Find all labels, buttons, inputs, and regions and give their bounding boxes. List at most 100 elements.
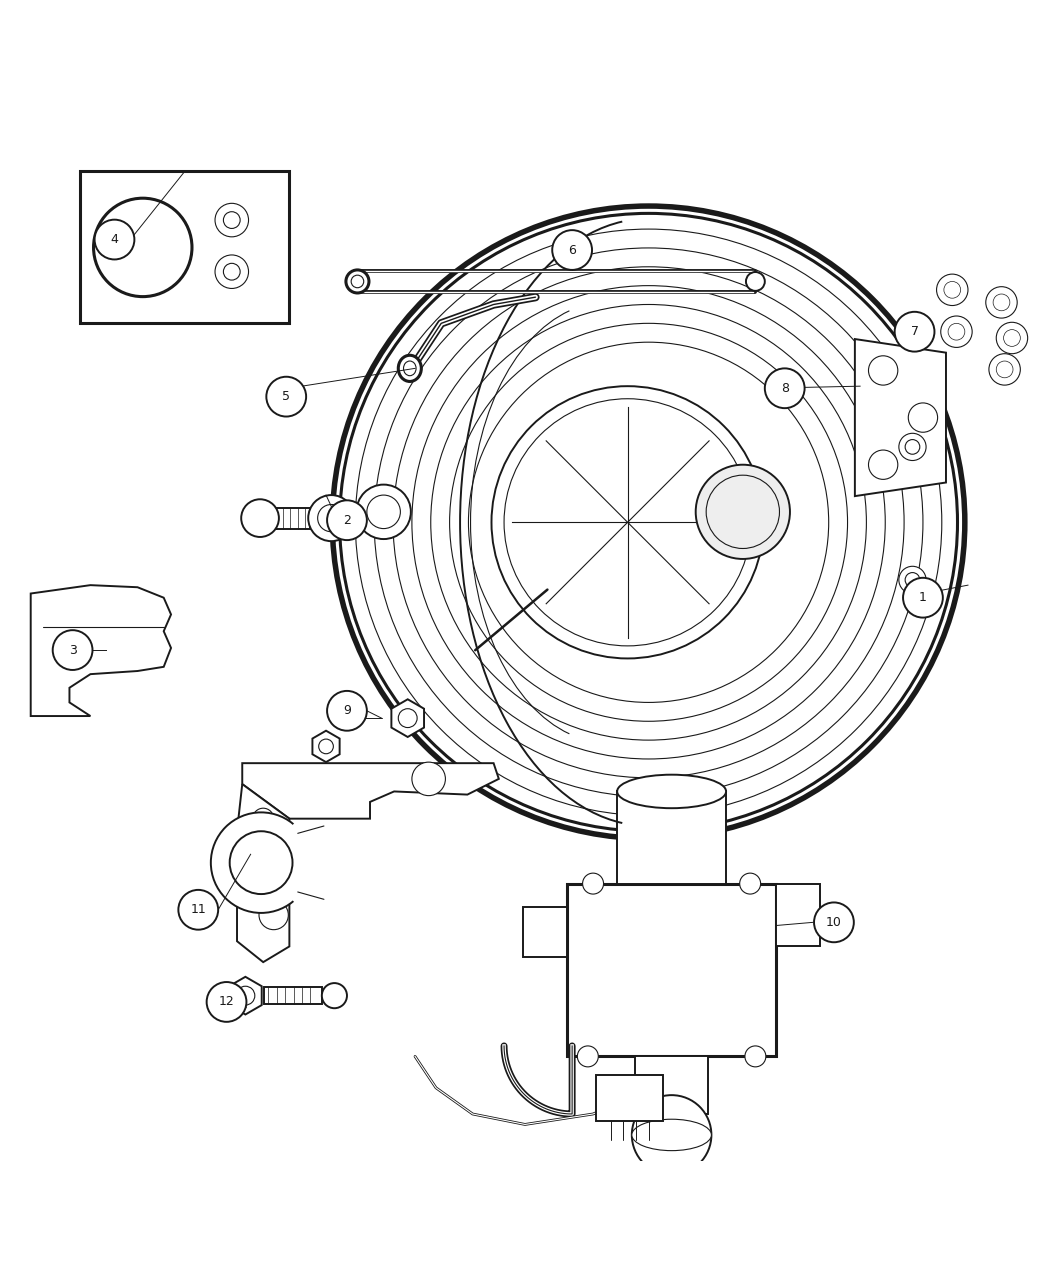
Circle shape <box>94 219 134 259</box>
Circle shape <box>739 873 760 894</box>
Text: 3: 3 <box>68 644 77 657</box>
Circle shape <box>309 495 354 541</box>
Bar <box>267 507 311 529</box>
Circle shape <box>944 282 961 298</box>
Circle shape <box>948 324 965 340</box>
Circle shape <box>814 903 854 942</box>
Circle shape <box>412 762 445 796</box>
Circle shape <box>224 264 240 280</box>
Circle shape <box>504 399 751 646</box>
Circle shape <box>895 312 934 352</box>
Text: 5: 5 <box>282 390 290 403</box>
Circle shape <box>905 572 920 588</box>
Bar <box>80 171 290 324</box>
Polygon shape <box>313 731 339 762</box>
Bar <box>523 907 567 958</box>
Text: 8: 8 <box>781 381 789 395</box>
Circle shape <box>583 873 604 894</box>
Circle shape <box>632 1095 712 1174</box>
Circle shape <box>328 500 366 541</box>
Ellipse shape <box>345 270 369 293</box>
Circle shape <box>993 295 1010 311</box>
Circle shape <box>430 305 866 740</box>
Bar <box>567 884 776 1057</box>
Circle shape <box>211 812 312 913</box>
Circle shape <box>366 495 400 529</box>
Text: 12: 12 <box>218 996 234 1009</box>
Circle shape <box>332 207 965 839</box>
Circle shape <box>318 505 344 532</box>
Text: 6: 6 <box>568 244 576 256</box>
Circle shape <box>449 324 847 722</box>
Polygon shape <box>30 585 171 717</box>
Circle shape <box>899 566 926 594</box>
Circle shape <box>319 740 333 754</box>
Ellipse shape <box>617 775 726 808</box>
Circle shape <box>903 578 943 617</box>
Bar <box>596 1075 664 1121</box>
Circle shape <box>393 266 904 778</box>
Text: 9: 9 <box>343 704 351 718</box>
Circle shape <box>989 353 1021 385</box>
Polygon shape <box>855 339 946 496</box>
Circle shape <box>339 213 958 831</box>
Ellipse shape <box>403 361 416 376</box>
Ellipse shape <box>696 464 790 558</box>
Bar <box>635 1057 709 1114</box>
Circle shape <box>230 831 293 894</box>
Polygon shape <box>243 764 499 819</box>
Text: 10: 10 <box>826 915 842 929</box>
Circle shape <box>905 440 920 454</box>
Circle shape <box>412 286 885 759</box>
Circle shape <box>355 230 942 816</box>
Circle shape <box>253 808 274 829</box>
Circle shape <box>215 203 249 237</box>
Circle shape <box>552 230 592 270</box>
Circle shape <box>356 484 411 539</box>
Ellipse shape <box>746 272 764 291</box>
Circle shape <box>868 356 898 385</box>
Circle shape <box>996 361 1013 377</box>
Circle shape <box>259 900 289 929</box>
Polygon shape <box>229 977 261 1015</box>
Circle shape <box>242 500 279 537</box>
Circle shape <box>468 342 828 703</box>
Ellipse shape <box>351 275 363 288</box>
Ellipse shape <box>707 476 779 548</box>
Circle shape <box>224 212 240 228</box>
Circle shape <box>986 287 1017 317</box>
Polygon shape <box>392 699 424 737</box>
Circle shape <box>207 982 247 1021</box>
Circle shape <box>374 247 923 797</box>
Circle shape <box>908 403 938 432</box>
Circle shape <box>267 376 307 417</box>
Circle shape <box>578 1046 598 1067</box>
Ellipse shape <box>398 356 421 381</box>
Circle shape <box>236 987 255 1005</box>
Text: 1: 1 <box>919 592 927 604</box>
Circle shape <box>52 630 92 669</box>
Text: 7: 7 <box>910 325 919 338</box>
Polygon shape <box>237 784 290 963</box>
Circle shape <box>322 983 347 1009</box>
Text: 4: 4 <box>110 233 119 246</box>
Circle shape <box>941 316 972 347</box>
Circle shape <box>899 434 926 460</box>
Text: 11: 11 <box>190 903 206 917</box>
Circle shape <box>1004 330 1021 347</box>
Bar <box>776 884 820 946</box>
Circle shape <box>764 368 804 408</box>
Circle shape <box>93 198 192 297</box>
Ellipse shape <box>632 1119 712 1150</box>
Circle shape <box>937 274 968 306</box>
Circle shape <box>215 255 249 288</box>
Circle shape <box>491 386 763 658</box>
Bar <box>265 987 322 1003</box>
Circle shape <box>178 890 218 929</box>
Circle shape <box>868 450 898 479</box>
Circle shape <box>744 1046 765 1067</box>
Circle shape <box>328 691 366 731</box>
Bar <box>617 792 726 884</box>
Text: 2: 2 <box>343 514 351 527</box>
Circle shape <box>996 323 1028 353</box>
